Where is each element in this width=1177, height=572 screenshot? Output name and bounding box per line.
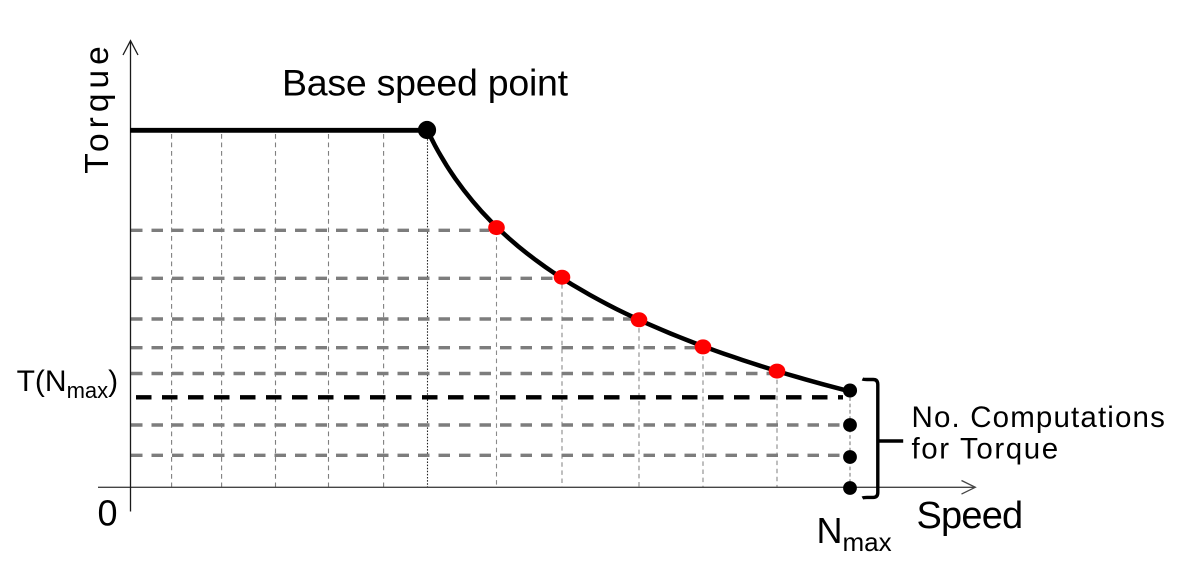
svg-text:Torque: Torque <box>79 41 116 173</box>
svg-text:0: 0 <box>98 493 118 534</box>
svg-text:No. Computations: No. Computations <box>912 401 1167 434</box>
svg-text:T(Nmax): T(Nmax) <box>17 365 119 403</box>
svg-text:Speed: Speed <box>917 495 1023 537</box>
svg-text:for Torque: for Torque <box>912 433 1060 466</box>
svg-text:Base speed point: Base speed point <box>282 62 569 104</box>
svg-text:Nmax: Nmax <box>817 510 892 557</box>
